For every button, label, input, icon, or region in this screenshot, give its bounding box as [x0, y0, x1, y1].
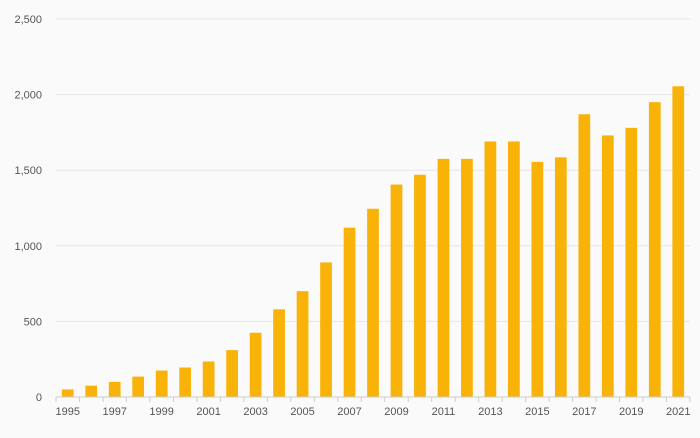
y-tick-label: 500	[24, 316, 42, 328]
x-tick-label: 2017	[572, 406, 596, 418]
bar-2016	[554, 157, 567, 397]
bar-2015	[531, 161, 544, 397]
bar-2011	[437, 158, 450, 397]
y-axis-ticks: 0 500 1,000 1,500 2,000 2,500	[14, 14, 42, 404]
bar-2012	[461, 158, 473, 397]
bar-2005	[296, 291, 309, 397]
x-tick-label: 1999	[149, 406, 173, 418]
bar-2017	[578, 114, 591, 398]
bar-2008	[367, 208, 379, 397]
bar-2006	[320, 262, 332, 397]
bars	[61, 86, 685, 398]
x-tick-label: 2021	[666, 406, 690, 418]
bar-2004	[273, 309, 285, 397]
x-axis	[55, 396, 691, 402]
bar-1995	[61, 389, 74, 397]
x-tick-label: 2001	[196, 406, 220, 418]
bar-2001	[202, 361, 215, 397]
bar-2021	[672, 86, 685, 397]
bar-1999	[155, 370, 168, 397]
x-tick-label: 2003	[243, 406, 267, 418]
bar-2003	[249, 332, 262, 397]
bar-2020	[648, 102, 661, 397]
y-tick-label: 1,000	[14, 241, 42, 253]
y-tick-label: 2,500	[14, 14, 42, 26]
bar-1996	[85, 385, 98, 397]
x-tick-label: 2019	[619, 406, 643, 418]
y-tick-label: 1,500	[14, 165, 42, 177]
x-tick-label: 2011	[432, 406, 456, 418]
bar-1997	[108, 381, 121, 397]
bar-1998	[132, 376, 145, 397]
bar-2013	[484, 141, 497, 397]
x-tick-label: 2009	[384, 406, 408, 418]
x-tick-label: 2007	[337, 406, 361, 418]
x-axis-ticks: 1995 1997 1999 2001 2003 2005 2007 2009 2011 2013…	[55, 406, 690, 418]
x-tick-label: 2005	[290, 406, 314, 418]
bar-2009	[390, 184, 403, 397]
x-tick-label: 1995	[55, 406, 79, 418]
y-tick-label: 2,000	[14, 90, 42, 102]
bar-2002	[226, 350, 238, 397]
x-tick-label: 2015	[525, 406, 549, 418]
bar-2018	[601, 135, 614, 397]
bar-2010	[414, 174, 426, 397]
y-tick-label: 0	[36, 392, 42, 404]
bar-2000	[179, 367, 192, 397]
bar-2007	[343, 227, 356, 397]
x-tick-label: 1997	[102, 406, 126, 418]
x-tick-label: 2013	[478, 406, 502, 418]
bar-2014	[508, 141, 520, 397]
bar-2019	[625, 127, 638, 397]
